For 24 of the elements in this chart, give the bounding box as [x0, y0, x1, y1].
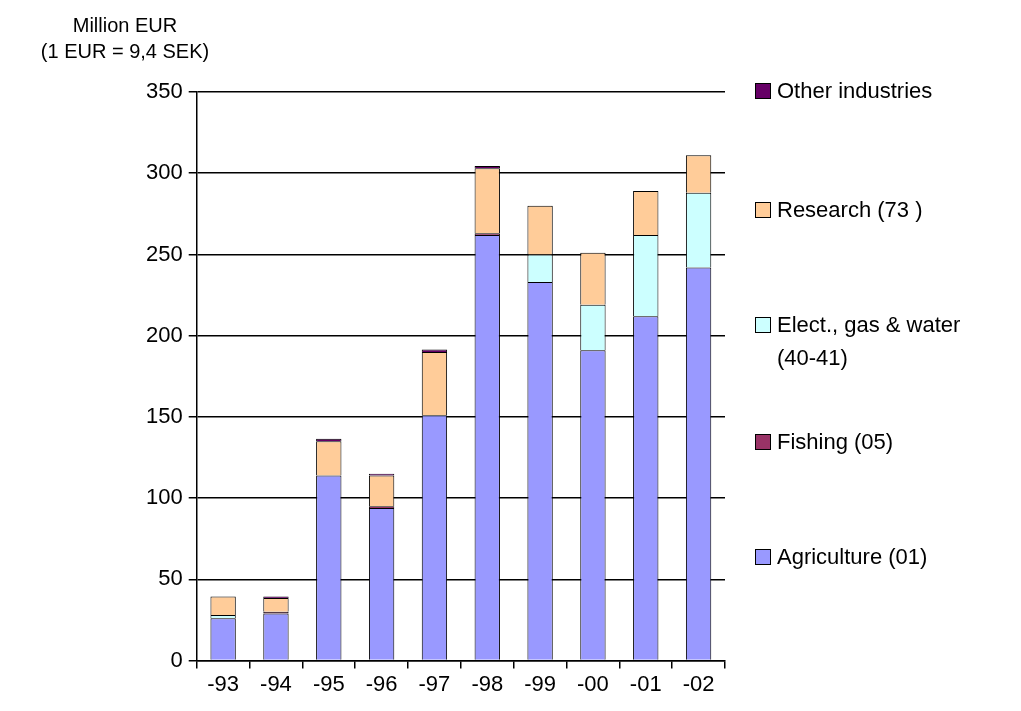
y-tick-label: 350: [145, 78, 183, 104]
y-tick-label: 300: [145, 159, 183, 185]
legend-label: Other industries: [777, 77, 933, 105]
x-tick-label: -00: [577, 670, 609, 696]
x-tick-label: -02: [682, 670, 715, 696]
x-tick-label: -01: [629, 670, 662, 696]
legend-label: Elect., gas & water (40-41): [777, 311, 962, 372]
y-tick-label: 0: [170, 646, 183, 672]
x-tick-label: -98: [471, 670, 504, 696]
y-tick-label: 200: [145, 321, 183, 347]
legend-label: Research (73 ): [777, 196, 923, 224]
y-tick-label: 150: [145, 402, 183, 428]
y-axis-title: Million EUR (1 EUR = 9,4 SEK): [39, 13, 211, 64]
legend-label: Fishing (05): [777, 428, 894, 456]
y-tick-label: 100: [145, 484, 183, 510]
x-tick-label: -94: [260, 670, 292, 696]
legend-label: Agriculture (01): [777, 543, 928, 571]
x-tick-label: -97: [418, 670, 451, 696]
y-tick-label: 250: [145, 240, 183, 266]
x-tick-label: -93: [207, 670, 240, 696]
y-tick-label: 50: [158, 565, 183, 591]
x-tick-label: -99: [524, 670, 556, 696]
x-tick-label: -95: [312, 670, 345, 696]
x-tick-label: -96: [365, 670, 398, 696]
